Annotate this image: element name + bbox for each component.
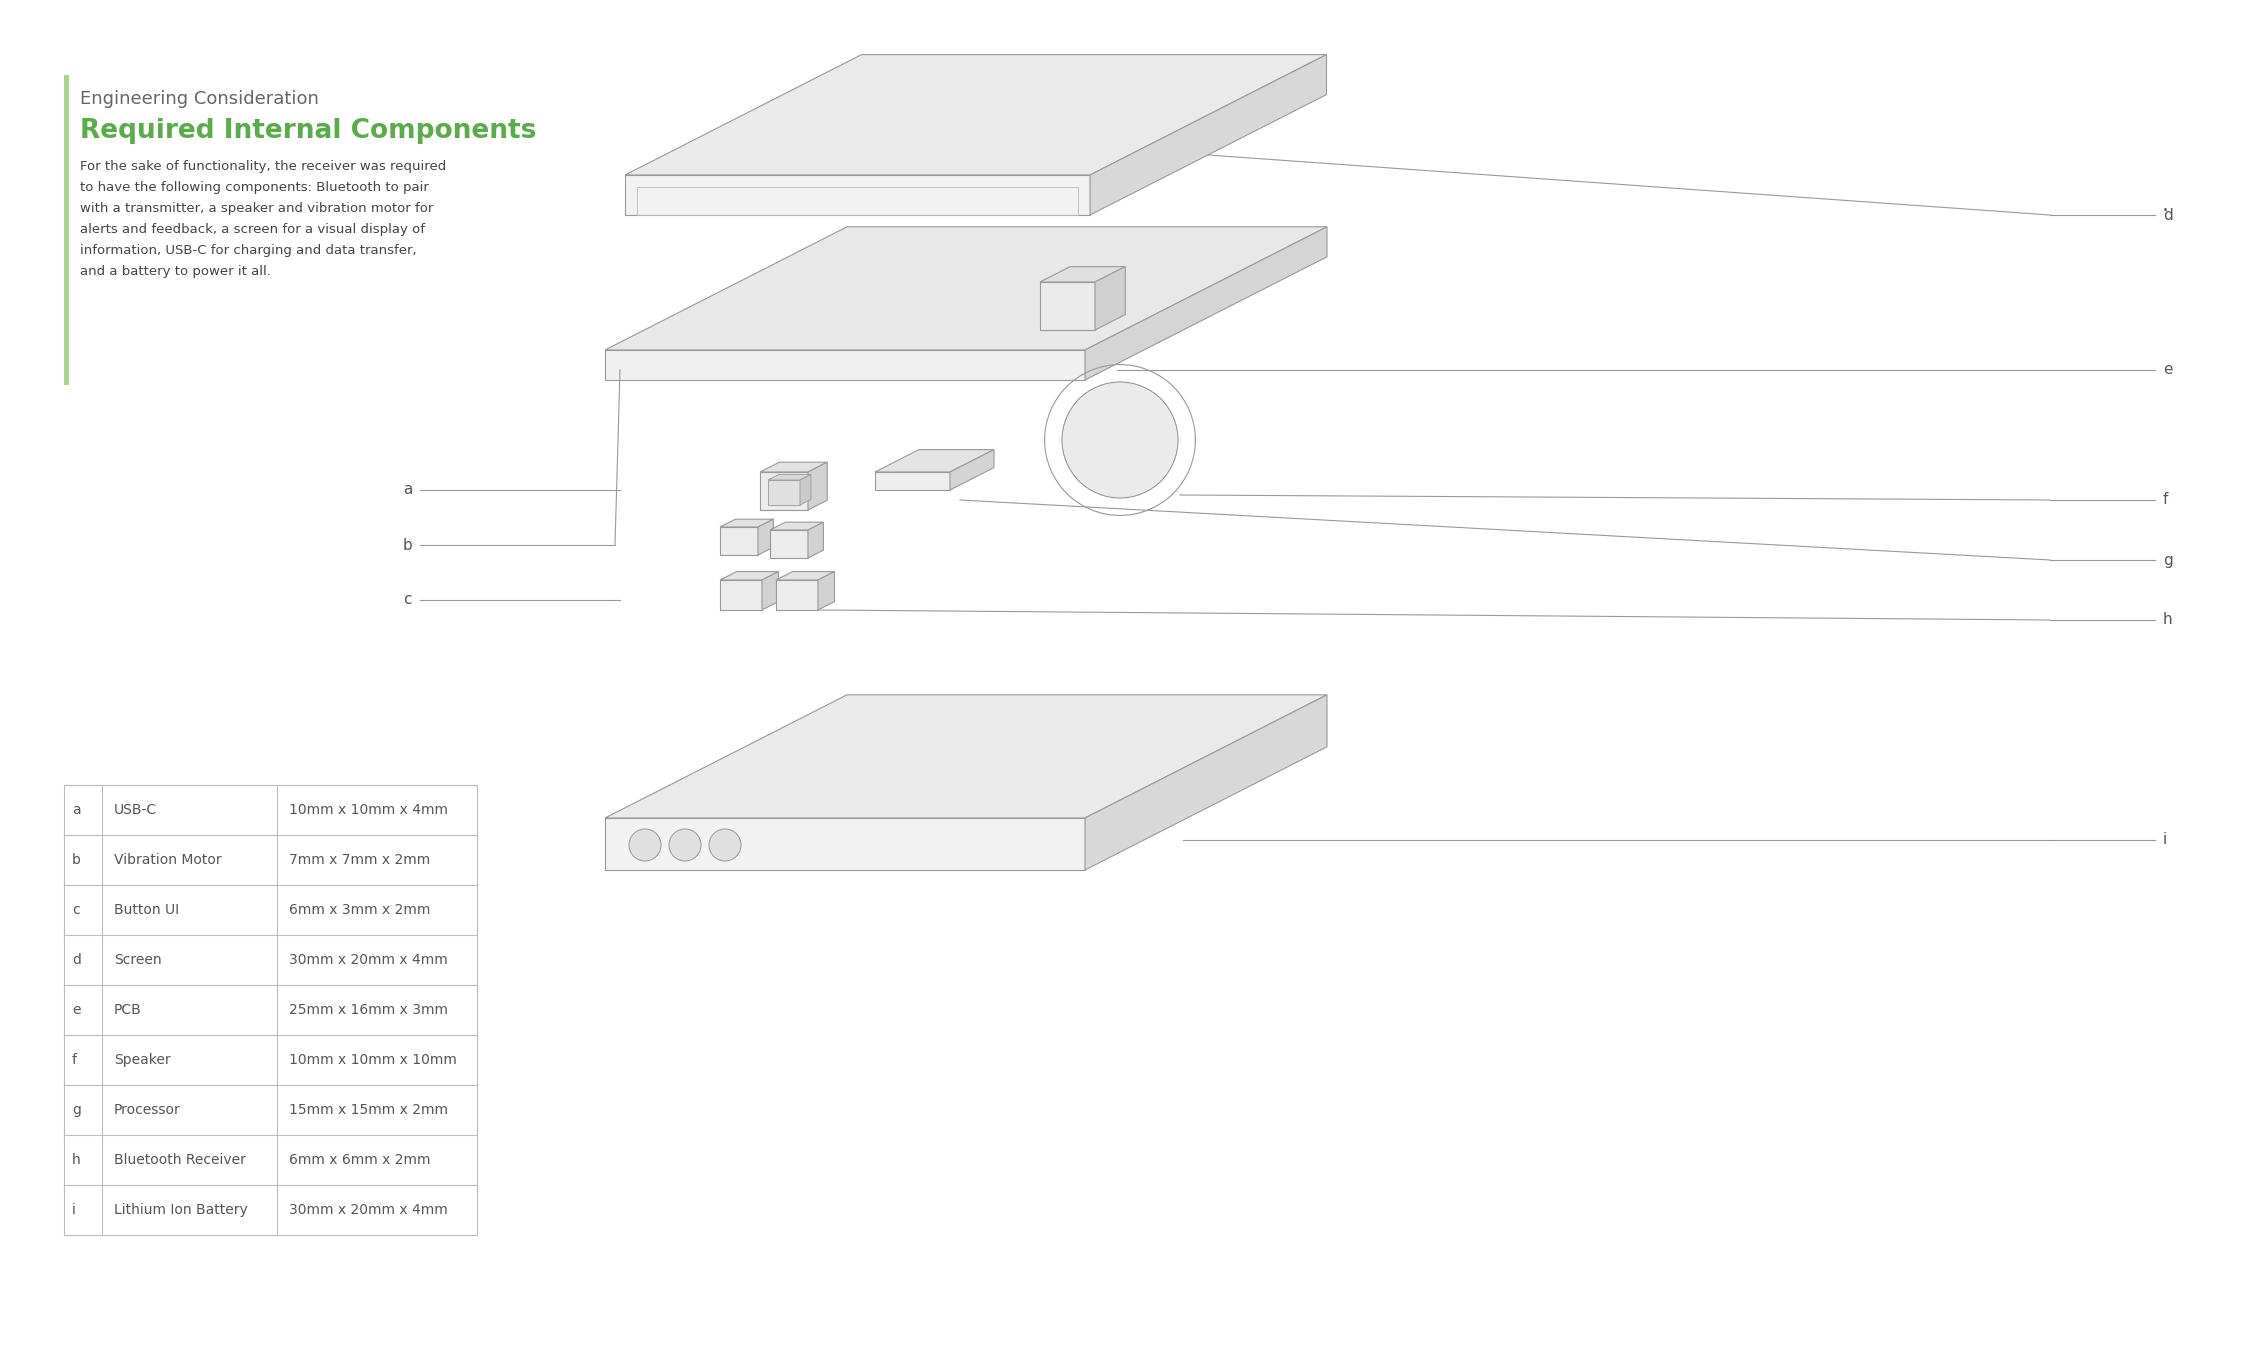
Polygon shape <box>605 818 1084 869</box>
Polygon shape <box>819 571 835 610</box>
Polygon shape <box>758 520 774 555</box>
Text: Speaker: Speaker <box>115 1053 171 1066</box>
Text: 6mm x 3mm x 2mm: 6mm x 3mm x 2mm <box>288 903 430 917</box>
Polygon shape <box>808 522 824 558</box>
Polygon shape <box>760 472 808 510</box>
Text: f: f <box>72 1053 76 1066</box>
Polygon shape <box>801 474 810 505</box>
Polygon shape <box>720 580 763 610</box>
Text: Processor: Processor <box>115 1103 180 1116</box>
Polygon shape <box>767 481 801 505</box>
Polygon shape <box>1089 54 1328 215</box>
Polygon shape <box>720 520 774 526</box>
Polygon shape <box>776 580 819 610</box>
Polygon shape <box>720 526 758 555</box>
Text: 30mm x 20mm x 4mm: 30mm x 20mm x 4mm <box>288 953 448 967</box>
Text: 7mm x 7mm x 2mm: 7mm x 7mm x 2mm <box>288 853 430 867</box>
Text: PCB: PCB <box>115 1003 142 1017</box>
Text: Button UI: Button UI <box>115 903 180 917</box>
Text: e: e <box>72 1003 81 1017</box>
Polygon shape <box>763 571 778 610</box>
Circle shape <box>709 829 740 861</box>
Text: information, USB-C for charging and data transfer,: information, USB-C for charging and data… <box>81 244 416 256</box>
Text: d: d <box>2162 208 2174 223</box>
Polygon shape <box>767 474 810 481</box>
Text: to have the following components: Bluetooth to pair: to have the following components: Blueto… <box>81 181 430 194</box>
Text: Bluetooth Receiver: Bluetooth Receiver <box>115 1153 245 1166</box>
Polygon shape <box>1084 695 1328 869</box>
Polygon shape <box>808 462 828 510</box>
Polygon shape <box>875 450 994 472</box>
Text: e: e <box>2162 363 2174 378</box>
Polygon shape <box>1040 266 1125 282</box>
Text: i: i <box>72 1203 76 1216</box>
Polygon shape <box>605 227 1328 350</box>
Polygon shape <box>720 571 778 580</box>
Text: Required Internal Components: Required Internal Components <box>81 117 536 144</box>
Polygon shape <box>605 695 1328 818</box>
Polygon shape <box>626 54 1328 176</box>
Text: Lithium Ion Battery: Lithium Ion Battery <box>115 1203 248 1216</box>
Text: c: c <box>72 903 79 917</box>
Text: 6mm x 6mm x 2mm: 6mm x 6mm x 2mm <box>288 1153 430 1166</box>
Polygon shape <box>875 472 950 490</box>
Text: c: c <box>403 593 412 608</box>
Text: b: b <box>72 853 81 867</box>
Text: alerts and feedback, a screen for a visual display of: alerts and feedback, a screen for a visu… <box>81 223 425 236</box>
Text: Engineering Consideration: Engineering Consideration <box>81 90 320 108</box>
Text: f: f <box>2162 493 2169 508</box>
Text: g: g <box>72 1103 81 1116</box>
Text: a: a <box>403 482 412 498</box>
Polygon shape <box>1040 282 1096 329</box>
Polygon shape <box>1096 266 1125 329</box>
Polygon shape <box>605 350 1084 379</box>
Text: 30mm x 20mm x 4mm: 30mm x 20mm x 4mm <box>288 1203 448 1216</box>
Polygon shape <box>760 462 828 472</box>
Text: h: h <box>2162 613 2174 628</box>
Text: Screen: Screen <box>115 953 162 967</box>
Text: 15mm x 15mm x 2mm: 15mm x 15mm x 2mm <box>288 1103 448 1116</box>
Text: 25mm x 16mm x 3mm: 25mm x 16mm x 3mm <box>288 1003 448 1017</box>
Text: a: a <box>72 803 81 817</box>
Text: .: . <box>2162 194 2169 215</box>
Text: 10mm x 10mm x 4mm: 10mm x 10mm x 4mm <box>288 803 448 817</box>
Bar <box>63 76 70 385</box>
Bar <box>63 784 477 1235</box>
Text: d: d <box>72 953 81 967</box>
Text: 10mm x 10mm x 10mm: 10mm x 10mm x 10mm <box>288 1053 457 1066</box>
Text: USB-C: USB-C <box>115 803 158 817</box>
Text: For the sake of functionality, the receiver was required: For the sake of functionality, the recei… <box>81 161 446 173</box>
Polygon shape <box>950 450 994 490</box>
Text: h: h <box>72 1153 81 1166</box>
Polygon shape <box>1084 227 1328 379</box>
Text: b: b <box>403 537 412 552</box>
Polygon shape <box>770 522 824 531</box>
Text: g: g <box>2162 552 2174 567</box>
Text: with a transmitter, a speaker and vibration motor for: with a transmitter, a speaker and vibrat… <box>81 202 434 215</box>
Circle shape <box>668 829 702 861</box>
Polygon shape <box>776 571 835 580</box>
Text: Vibration Motor: Vibration Motor <box>115 853 220 867</box>
Polygon shape <box>770 531 808 558</box>
Text: i: i <box>2162 833 2167 848</box>
Circle shape <box>630 829 662 861</box>
Text: and a battery to power it all.: and a battery to power it all. <box>81 265 270 278</box>
Polygon shape <box>626 176 1089 215</box>
Circle shape <box>1062 382 1179 498</box>
